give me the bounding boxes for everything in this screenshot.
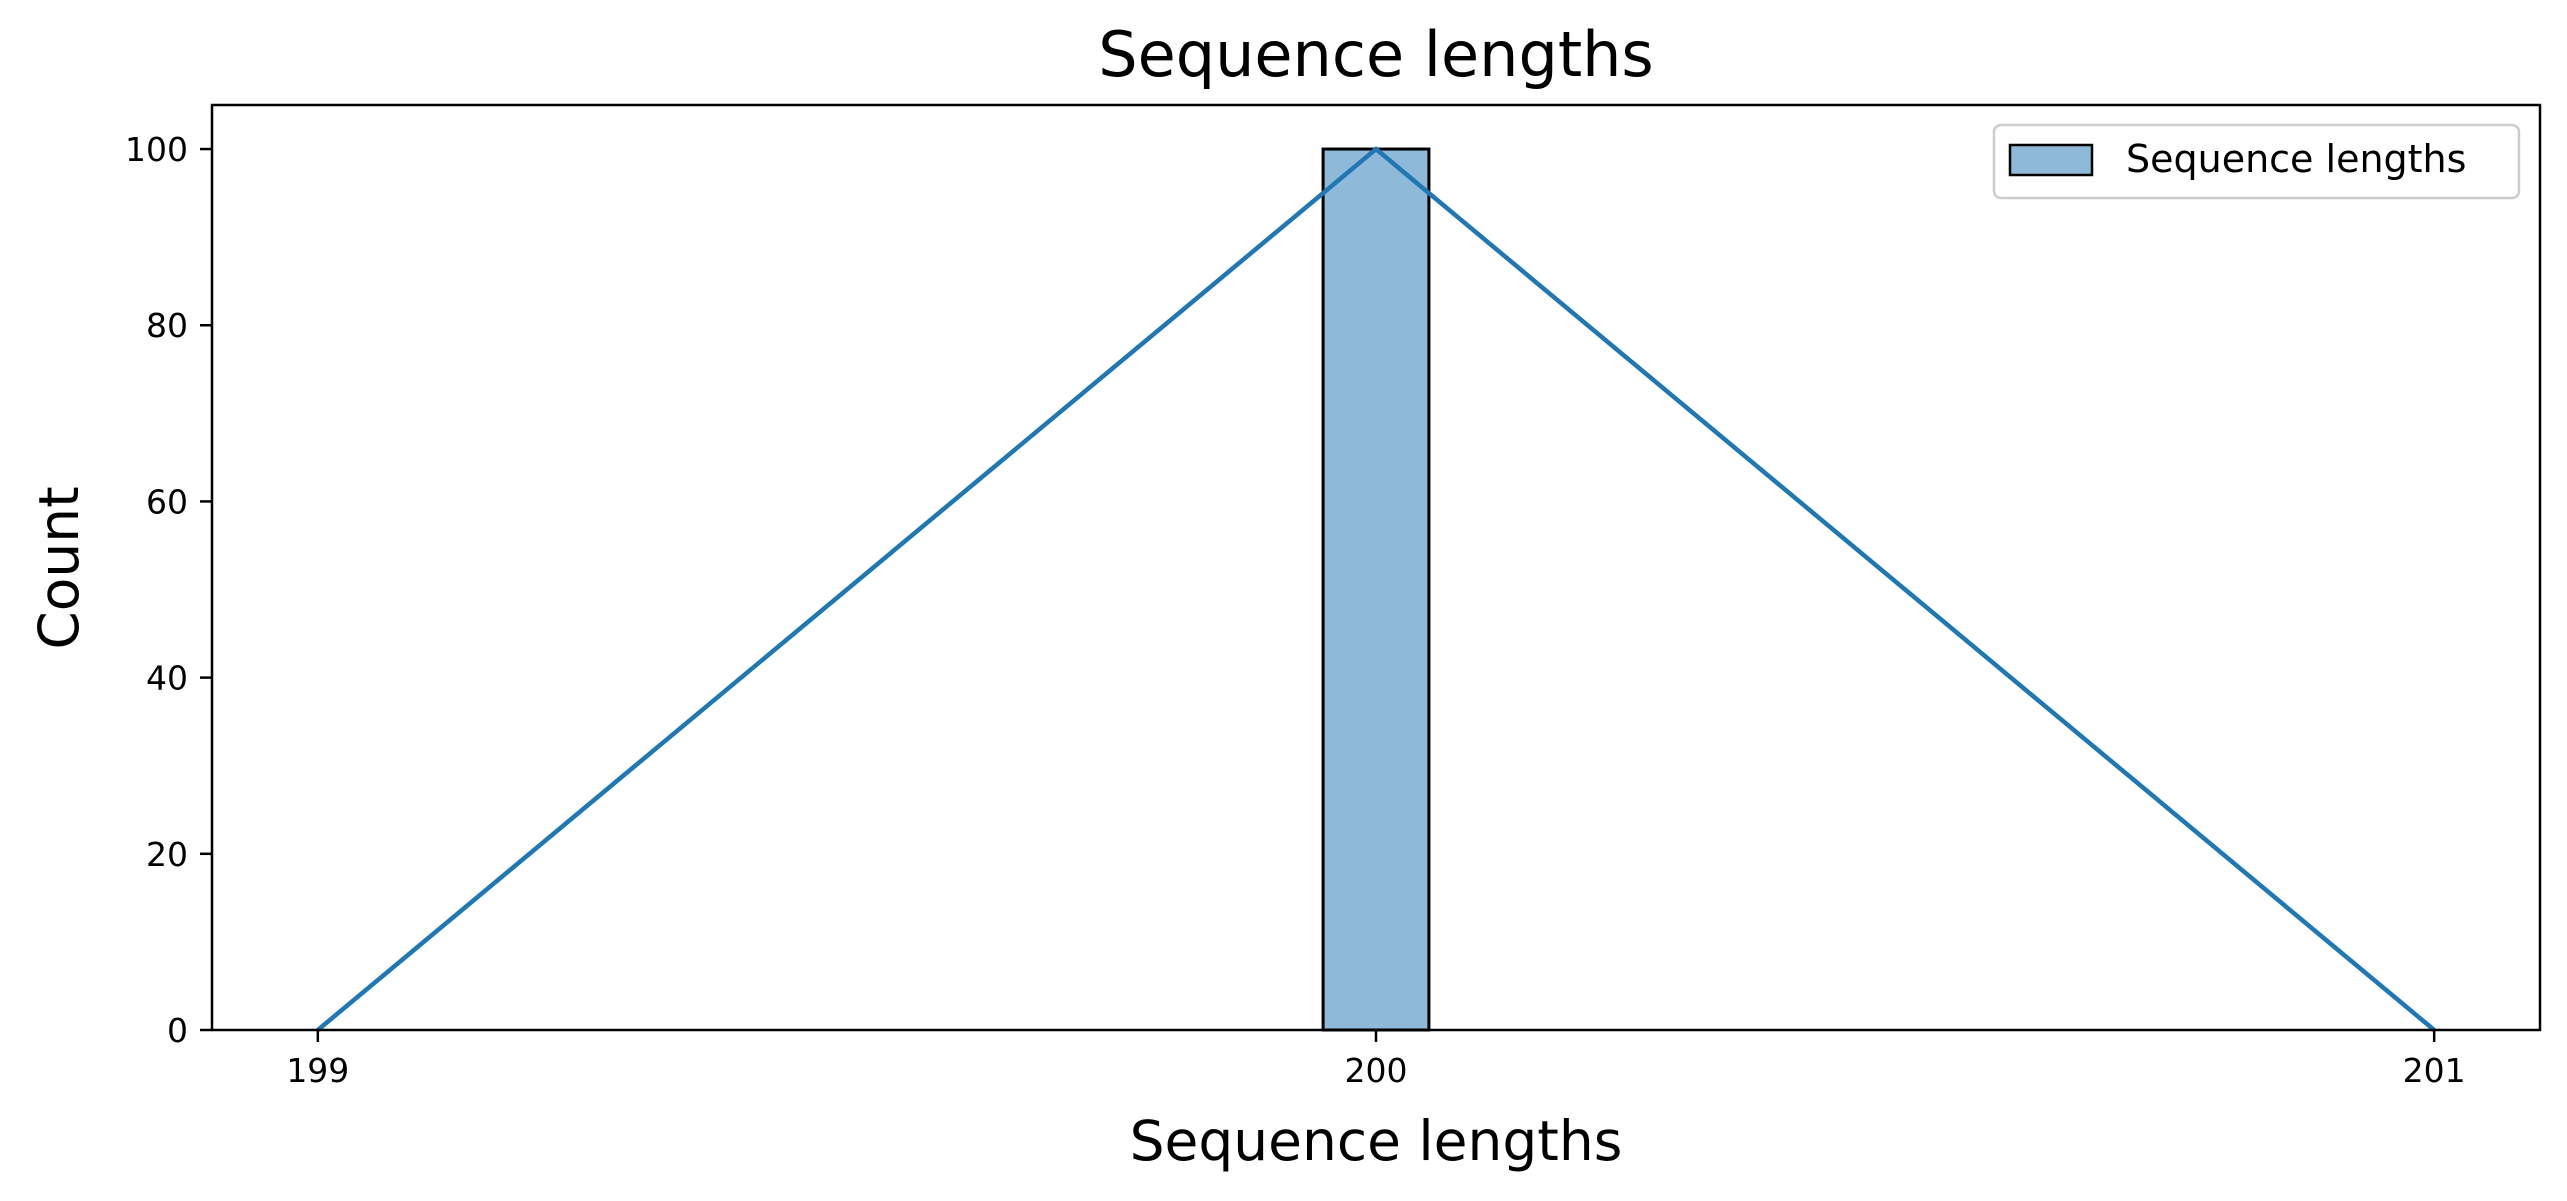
x-tick-label: 200 <box>1345 1051 1408 1090</box>
y-tick-label: 40 <box>146 659 188 698</box>
y-axis-title: Count <box>27 486 91 649</box>
legend: Sequence lengths <box>1992 123 2521 200</box>
y-tick-label: 60 <box>146 482 188 521</box>
legend-label: Sequence lengths <box>2126 137 2466 181</box>
x-axis-title: Sequence lengths <box>1130 1109 1623 1173</box>
y-tick-label: 20 <box>146 835 188 874</box>
y-tick-label: 100 <box>125 130 188 169</box>
x-tick-label: 201 <box>2403 1051 2466 1090</box>
bars-group <box>1321 147 1431 1032</box>
x-axis-ticks: 199 200 201 <box>286 1030 2466 1090</box>
chart-title: Sequence lengths <box>1098 18 1653 91</box>
legend-swatch <box>2008 143 2094 177</box>
histogram-bar <box>1321 147 1431 1032</box>
y-tick-label: 0 <box>167 1011 188 1050</box>
x-tick-label: 199 <box>286 1051 349 1090</box>
legend-box <box>1992 123 2521 200</box>
kde-line <box>316 146 2436 1032</box>
y-axis-ticks: 0 20 40 60 80 100 <box>125 130 212 1050</box>
y-tick-label: 80 <box>146 306 188 345</box>
